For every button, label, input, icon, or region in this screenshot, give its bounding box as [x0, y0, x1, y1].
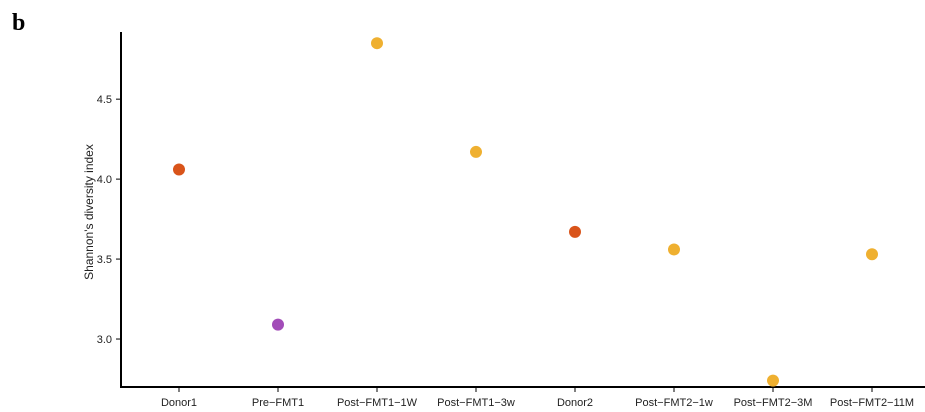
- x-tick-label: Donor2: [557, 397, 593, 409]
- x-tick-label: Post−FMT1−3w: [437, 397, 515, 409]
- data-point: [866, 248, 878, 261]
- y-tick-label: 3.5: [97, 254, 112, 266]
- x-tick-label: Post−FMT1−1W: [337, 397, 418, 409]
- data-point: [470, 145, 482, 158]
- data-point: [173, 163, 185, 176]
- x-tick-label: Post−FMT2−1w: [635, 397, 713, 409]
- panel-label: b: [12, 10, 25, 36]
- x-tick-label: Donor1: [161, 397, 197, 409]
- data-point: [371, 37, 383, 50]
- x-ticks: Donor1 Pre−FMT1 Post−FMT1−1W Post−FMT1−3w Do…: [161, 387, 914, 409]
- y-tick-label: 4.0: [97, 174, 112, 186]
- x-tick-label: Post−FMT2−3M: [734, 397, 813, 409]
- data-point: [569, 225, 581, 238]
- y-tick-label: 4.5: [97, 94, 112, 106]
- y-tick-label: 3.0: [97, 334, 112, 346]
- x-tick-label: Pre−FMT1: [252, 397, 304, 409]
- x-tick-label: Post−FMT2−11M: [830, 397, 914, 409]
- y-axis-title: Shannon's diversity index: [82, 144, 96, 280]
- data-point: [668, 243, 680, 256]
- data-point: [767, 374, 779, 387]
- data-point: [272, 318, 284, 331]
- y-ticks: 3.0 3.5 4.0 4.5: [97, 94, 121, 346]
- data-points: [173, 37, 878, 387]
